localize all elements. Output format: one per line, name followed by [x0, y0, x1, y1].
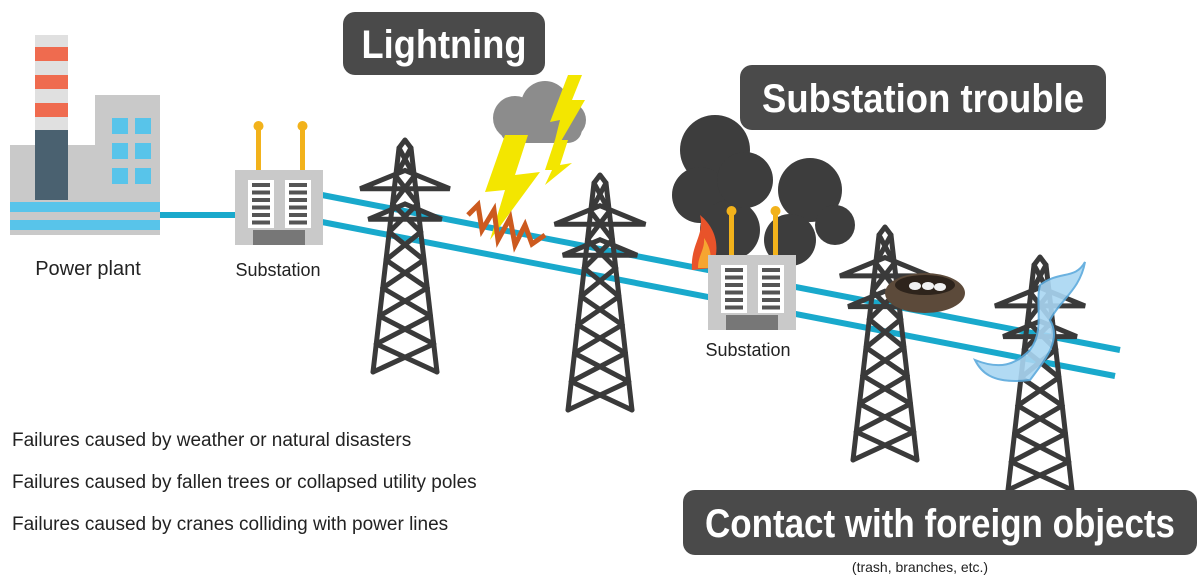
tower-icon [555, 175, 646, 410]
failure-item: Failures caused by cranes colliding with… [12, 514, 448, 535]
substation-icon [235, 121, 323, 245]
label: Substation [705, 340, 790, 360]
failure-item: Failures caused by fallen trees or colla… [12, 472, 477, 493]
callout: Lightning [362, 23, 527, 67]
power-plant-icon [10, 35, 160, 235]
callout: Substation trouble [762, 77, 1084, 121]
callout: Contact with foreign objects [705, 502, 1175, 546]
tower-icon [840, 227, 930, 460]
nest-icon [885, 273, 965, 313]
tower-icon [360, 140, 450, 372]
failure-list: Failures caused by weather or natural di… [12, 430, 477, 535]
label: Power plant [35, 258, 141, 280]
note: (trash, branches, etc.) [852, 559, 988, 575]
label: Substation [235, 260, 320, 280]
failure-item: Failures caused by weather or natural di… [12, 430, 411, 451]
diagram: Power plant Substation Lightning Substat… [0, 0, 1204, 581]
